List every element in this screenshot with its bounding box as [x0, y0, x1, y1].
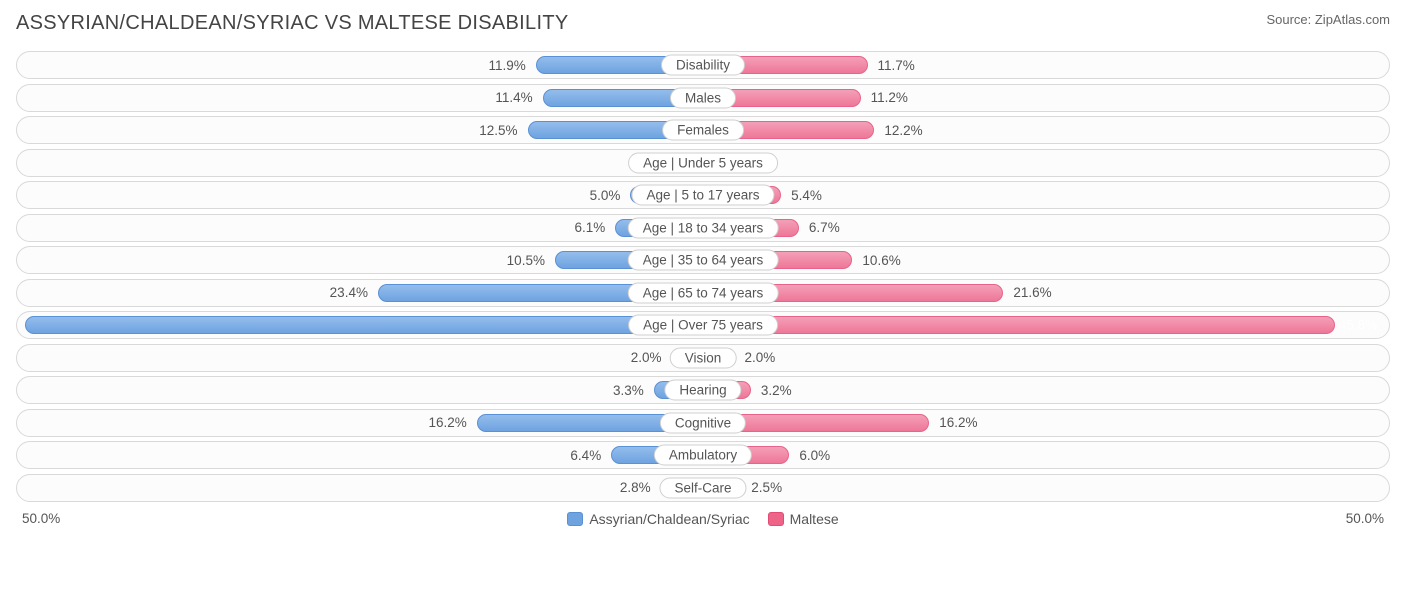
row-right-half: 10.6%: [703, 247, 1389, 273]
pct-right: 6.7%: [803, 220, 846, 235]
axis-max-left: 50.0%: [22, 511, 60, 526]
legend-label-left: Assyrian/Chaldean/Syriac: [589, 511, 749, 527]
pct-left: 6.1%: [569, 220, 612, 235]
row-right-half: 16.2%: [703, 410, 1389, 436]
diverging-bar-chart: 11.9% 11.7% Disability 11.4% 11.2% Males 12.5%…: [16, 51, 1390, 502]
pct-left: 10.5%: [501, 253, 551, 268]
category-label: Cognitive: [660, 412, 746, 433]
row-left-half: 16.2%: [17, 410, 703, 436]
pct-left: 11.9%: [482, 58, 531, 73]
chart-row: 11.9% 11.7% Disability: [16, 51, 1390, 79]
chart-row: 6.1% 6.7% Age | 18 to 34 years: [16, 214, 1390, 242]
chart-title: ASSYRIAN/CHALDEAN/SYRIAC VS MALTESE DISA…: [16, 12, 568, 35]
row-left-half: 1.1%: [17, 150, 703, 176]
row-right-half: 2.5%: [703, 475, 1389, 501]
pct-right: 11.2%: [865, 90, 914, 105]
row-left-half: 10.5%: [17, 247, 703, 273]
category-label: Self-Care: [659, 477, 746, 498]
pct-right: 16.2%: [933, 415, 983, 430]
row-left-half: 11.4%: [17, 85, 703, 111]
chart-row: 6.4% 6.0% Ambulatory: [16, 441, 1390, 469]
category-label: Age | 18 to 34 years: [628, 217, 779, 238]
row-right-half: 11.7%: [703, 52, 1389, 78]
row-right-half: [703, 312, 1389, 338]
pct-left: 11.4%: [489, 90, 538, 105]
bar-right: [707, 316, 1335, 334]
category-label: Females: [662, 120, 744, 141]
chart-header: ASSYRIAN/CHALDEAN/SYRIAC VS MALTESE DISA…: [16, 12, 1390, 35]
axis-max-right: 50.0%: [1346, 511, 1384, 526]
pct-right: 12.2%: [878, 123, 928, 138]
row-left-half: 6.1%: [17, 215, 703, 241]
category-label: Age | 65 to 74 years: [628, 282, 779, 303]
category-label: Disability: [661, 55, 745, 76]
legend-swatch-right: [768, 512, 784, 526]
pct-left: 6.4%: [564, 448, 607, 463]
pct-right: 5.4%: [785, 188, 828, 203]
legend-label-right: Maltese: [790, 511, 839, 527]
category-label: Vision: [670, 347, 737, 368]
pct-right: 3.2%: [755, 383, 798, 398]
pct-right: 10.6%: [856, 253, 906, 268]
chart-row: 1.1%1.3%Age | Under 5 years: [16, 149, 1390, 177]
row-left-half: 12.5%: [17, 117, 703, 143]
row-left-half: 11.9%: [17, 52, 703, 78]
chart-row: 23.4% 21.6% Age | 65 to 74 years: [16, 279, 1390, 307]
row-left-half: 5.0%: [17, 182, 703, 208]
pct-left: 12.5%: [473, 123, 523, 138]
row-right-half: 6.7%: [703, 215, 1389, 241]
category-label: Hearing: [664, 380, 741, 401]
chart-row: 16.2% 16.2% Cognitive: [16, 409, 1390, 437]
row-right-half: 3.2%: [703, 377, 1389, 403]
legend-item-right: Maltese: [768, 511, 839, 527]
pct-left: 2.0%: [625, 350, 668, 365]
pct-left: 3.3%: [607, 383, 650, 398]
row-right-half: 21.6%: [703, 280, 1389, 306]
legend: Assyrian/Chaldean/Syriac Maltese: [567, 511, 838, 527]
category-label: Age | 35 to 64 years: [628, 250, 779, 271]
pct-left: 2.8%: [614, 480, 657, 495]
chart-row: 5.0% 5.4% Age | 5 to 17 years: [16, 181, 1390, 209]
bar-left: [25, 316, 699, 334]
category-label: Males: [670, 87, 736, 108]
category-label: Age | Over 75 years: [628, 315, 778, 336]
row-left-half: 6.4%: [17, 442, 703, 468]
chart-row: 10.5% 10.6% Age | 35 to 64 years: [16, 246, 1390, 274]
pct-left: 5.0%: [584, 188, 627, 203]
row-left-half: 2.0%: [17, 345, 703, 371]
pct-right: 2.0%: [738, 350, 781, 365]
row-left-half: 3.3%: [17, 377, 703, 403]
category-label: Ambulatory: [654, 445, 752, 466]
row-right-half: 5.4%: [703, 182, 1389, 208]
pct-right: 6.0%: [793, 448, 836, 463]
legend-swatch-left: [567, 512, 583, 526]
chart-source: Source: ZipAtlas.com: [1266, 12, 1390, 27]
row-right-half: 6.0%: [703, 442, 1389, 468]
chart-footer: 50.0% Assyrian/Chaldean/Syriac Maltese 5…: [16, 508, 1390, 530]
chart-row: 12.5% 12.2% Females: [16, 116, 1390, 144]
row-right-half: 1.3%: [703, 150, 1389, 176]
pct-left: 23.4%: [324, 285, 374, 300]
legend-item-left: Assyrian/Chaldean/Syriac: [567, 511, 749, 527]
category-label: Age | 5 to 17 years: [631, 185, 774, 206]
row-right-half: 12.2%: [703, 117, 1389, 143]
row-right-half: 11.2%: [703, 85, 1389, 111]
pct-right: 2.5%: [745, 480, 788, 495]
pct-right: 21.6%: [1007, 285, 1057, 300]
row-left-half: [17, 312, 703, 338]
row-left-half: 23.4%: [17, 280, 703, 306]
chart-row: 11.4% 11.2% Males: [16, 84, 1390, 112]
chart-row: 2.0% 2.0%Vision: [16, 344, 1390, 372]
chart-row: 2.8% 2.5%Self-Care: [16, 474, 1390, 502]
chart-row: 3.3% 3.2% Hearing: [16, 376, 1390, 404]
category-label: Age | Under 5 years: [628, 152, 778, 173]
row-right-half: 2.0%: [703, 345, 1389, 371]
pct-left: 16.2%: [422, 415, 472, 430]
row-left-half: 2.8%: [17, 475, 703, 501]
chart-row: 49.1%45.8%Age | Over 75 years: [16, 311, 1390, 339]
pct-right: 11.7%: [872, 58, 921, 73]
